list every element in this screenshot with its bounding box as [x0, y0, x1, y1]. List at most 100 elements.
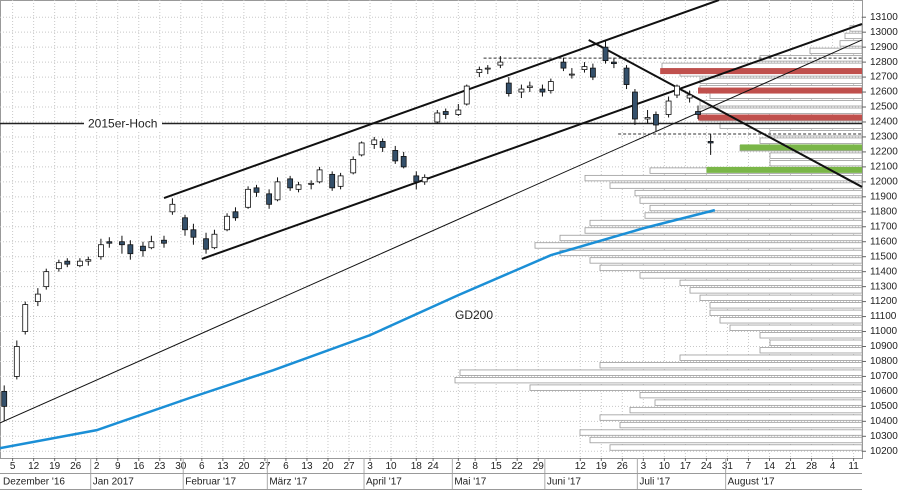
x-tick-label: 28 — [806, 461, 818, 472]
trendline — [163, 0, 720, 199]
zone — [660, 68, 862, 75]
y-tick-label: 11400 — [870, 266, 898, 277]
profile-bar — [759, 137, 863, 144]
profile-bar — [759, 347, 863, 354]
y-tick-label: 10900 — [870, 341, 898, 352]
candle-body — [644, 117, 651, 120]
x-tick-label: 17 — [680, 461, 692, 472]
y-tick-label: 11100 — [870, 311, 897, 322]
candle-body — [119, 241, 125, 246]
y-tick-label: 12500 — [870, 102, 898, 113]
profile-bar — [589, 219, 863, 227]
lines-layer — [0, 0, 863, 450]
candle-body — [245, 188, 251, 208]
y-tick-label: 10700 — [870, 371, 898, 382]
profile-bar — [649, 204, 863, 212]
profile-bar — [709, 309, 863, 316]
candle-body — [1, 390, 8, 407]
profile-bar — [699, 107, 863, 114]
profile-bar — [599, 414, 863, 421]
profile-bar — [559, 234, 863, 242]
profile-bar — [839, 40, 863, 47]
profile-bar — [759, 332, 863, 339]
x-tick-label: 5 — [10, 461, 16, 472]
trendline — [201, 23, 863, 260]
candle-body — [329, 173, 336, 189]
candle-body — [274, 181, 281, 201]
candle-body — [611, 61, 617, 65]
month-label: Jan 2017 — [93, 477, 135, 488]
profile-bar — [584, 227, 863, 234]
profile-bar — [689, 287, 863, 294]
label-background — [84, 117, 162, 131]
x-tick-label: 12 — [28, 461, 40, 472]
profile-bar — [679, 354, 863, 361]
x-tick-label: 3 — [641, 461, 647, 472]
x-tick-label: 10 — [659, 461, 671, 472]
y-tick-label: 10800 — [870, 356, 898, 367]
candle-body — [22, 304, 29, 332]
zone — [706, 166, 862, 173]
candle-body — [653, 114, 659, 126]
y-tick-label: 10600 — [870, 386, 898, 397]
x-tick-label: 24 — [428, 461, 440, 472]
y-tick-label: 12400 — [870, 117, 898, 128]
profile-bar — [589, 436, 863, 444]
x-tick-label: 20 — [322, 461, 334, 472]
y-tick-label: 12600 — [870, 87, 898, 98]
candle-body — [98, 244, 104, 258]
month-label: Dezember '16 — [3, 477, 65, 488]
y-tick-label: 10200 — [870, 446, 898, 457]
y-tick-label: 12100 — [870, 162, 898, 173]
y-tick-label: 11000 — [870, 326, 898, 337]
profile-bar — [584, 174, 863, 182]
candle-body — [602, 46, 609, 62]
trendline — [0, 39, 863, 424]
y-tick-label: 10400 — [870, 416, 898, 427]
candle-body — [497, 61, 504, 66]
y-tick-label: 11300 — [870, 281, 898, 292]
y-tick-label: 11500 — [870, 251, 898, 262]
candle-body — [211, 233, 218, 249]
x-tick-label: 7 — [746, 461, 752, 472]
candle-body — [392, 150, 399, 162]
profile-bar — [654, 399, 863, 406]
candle-body — [358, 142, 365, 156]
y-tick-label: 11800 — [870, 206, 898, 217]
candle-body — [169, 203, 176, 213]
x-tick-label: 11 — [848, 461, 859, 472]
candle-body — [76, 260, 83, 267]
profile-bar — [629, 406, 863, 414]
candle-body — [55, 262, 62, 270]
candle-body — [665, 100, 672, 115]
profile-bar — [769, 339, 863, 346]
candle-body — [674, 85, 680, 96]
candle-body — [400, 156, 407, 168]
x-tick-label: 9 — [115, 461, 121, 472]
x-tick-label: 19 — [596, 461, 608, 472]
x-tick-label: 6 — [199, 461, 205, 472]
candle-body — [34, 293, 41, 302]
profile-bar — [599, 362, 863, 369]
candle-body — [13, 346, 20, 377]
zone — [698, 114, 862, 121]
x-tick-label: 26 — [70, 461, 82, 472]
candle-body — [224, 215, 230, 231]
x-tick-label: 2 — [456, 461, 462, 472]
candle-body — [337, 175, 344, 187]
candle-body — [463, 85, 470, 105]
candle-body — [539, 88, 546, 93]
y-tick-label: 11700 — [870, 221, 898, 232]
y-tick-label: 10300 — [870, 431, 898, 442]
candle-body — [253, 187, 260, 193]
candle-body — [127, 244, 134, 255]
zone — [740, 144, 862, 151]
candle-body — [623, 67, 630, 85]
candle-body — [287, 178, 294, 189]
x-tick-label: 2 — [94, 461, 100, 472]
zone — [698, 87, 862, 94]
x-tick-label: 13 — [301, 461, 313, 472]
x-tick-label: 29 — [533, 461, 545, 472]
profile-bar — [599, 264, 863, 272]
candle-body — [295, 184, 302, 190]
